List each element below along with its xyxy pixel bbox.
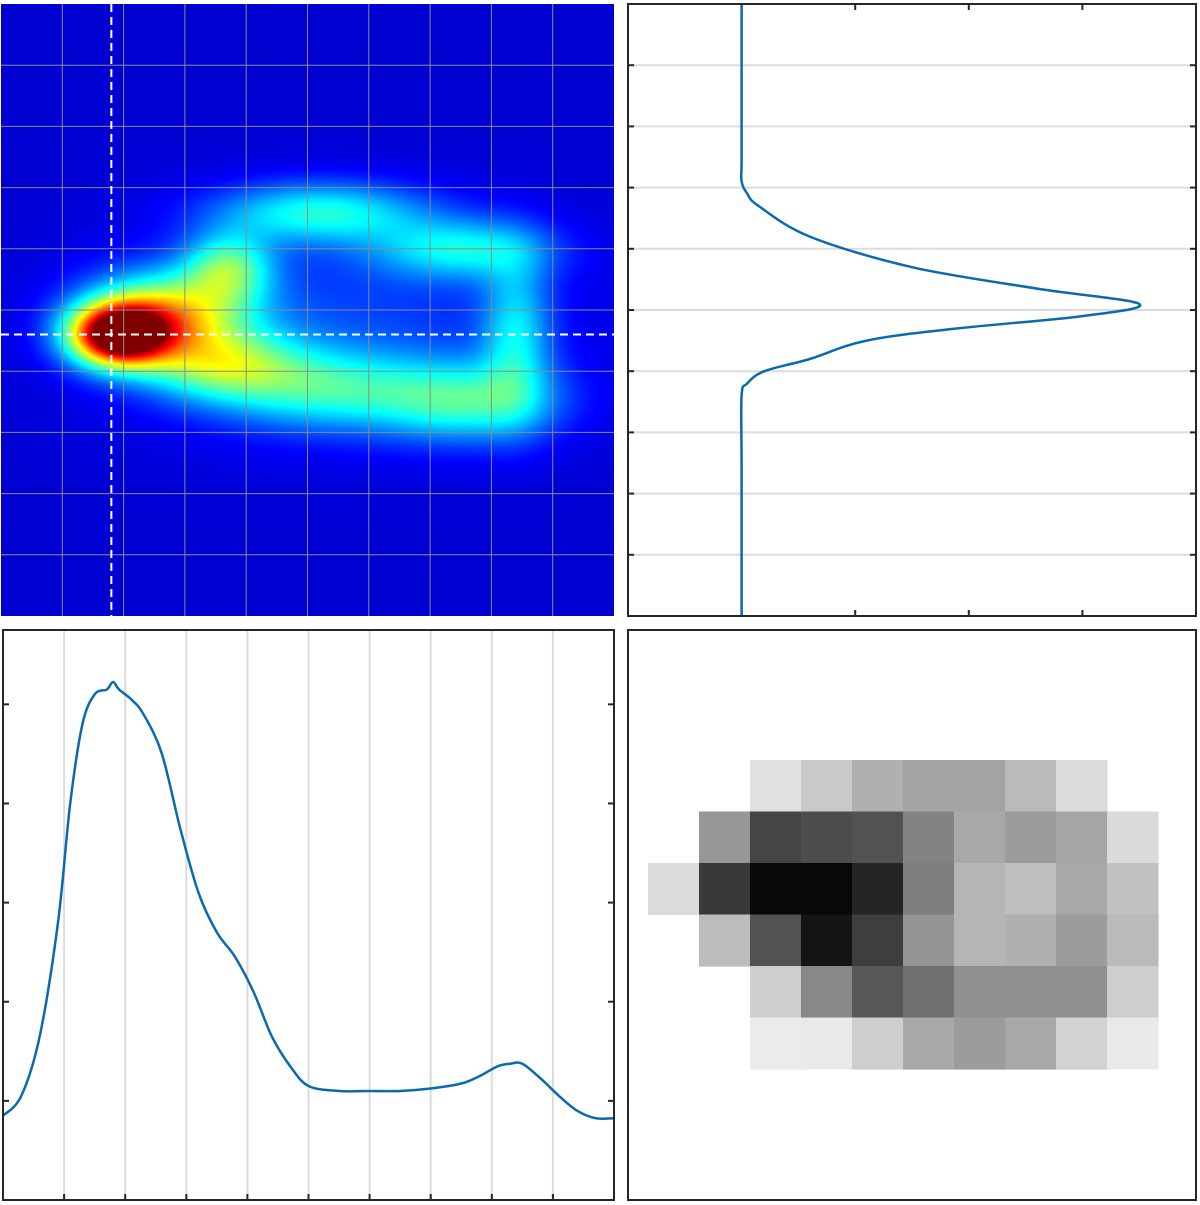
pixel-cell: [903, 863, 955, 916]
vprofile-frame: [627, 3, 1197, 617]
pixel-cell: [750, 760, 802, 813]
pixel-cell: [1056, 966, 1108, 1019]
pixel-cell: [852, 914, 904, 967]
pixel-cell: [903, 966, 955, 1019]
pixel-image-panel: [627, 629, 1197, 1201]
pixel-cell: [1005, 863, 1057, 916]
pixel-cell: [648, 863, 700, 916]
pixel-cell: [1005, 811, 1057, 864]
pixel-cell: [954, 760, 1006, 813]
hprofile-frame: [2, 629, 615, 1201]
pixel-cell: [699, 811, 751, 864]
pixel-cell: [1056, 811, 1108, 864]
heatmap-panel: [1, 4, 614, 616]
pixel-cell: [750, 1017, 802, 1070]
pixel-cell: [801, 914, 853, 967]
pixel-cell: [1056, 760, 1108, 813]
hprofile-line: [2, 680, 615, 1121]
vertical-profile-panel: [627, 3, 1197, 617]
pixel-cell: [801, 760, 853, 813]
pixel-cell: [750, 914, 802, 967]
pixel-cell: [750, 811, 802, 864]
pixel-cell: [852, 863, 904, 916]
pixel-cell: [903, 914, 955, 967]
pixel-cell: [954, 811, 1006, 864]
pixel-cell: [1107, 811, 1159, 864]
pixel-cell: [801, 863, 853, 916]
pixel-cell: [852, 966, 904, 1019]
pixel-cell: [852, 811, 904, 864]
pixel-cell: [852, 1017, 904, 1070]
pixel-cell: [903, 1017, 955, 1070]
pixel-cell: [1056, 1017, 1108, 1070]
pixel-cell: [954, 914, 1006, 967]
pixel-cell: [1107, 966, 1159, 1019]
pixel-cell: [954, 863, 1006, 916]
pixel-cell: [1056, 863, 1108, 916]
pixel-cell: [750, 966, 802, 1019]
pixel-cell: [750, 863, 802, 916]
vprofile-line: [739, 4, 1142, 616]
pixel-cell: [699, 863, 751, 916]
pixel-cell: [903, 760, 955, 813]
pixel-cell: [801, 811, 853, 864]
pixel-cell: [1107, 1017, 1159, 1070]
pixel-cell: [852, 760, 904, 813]
pixel-cell: [1005, 1017, 1057, 1070]
pixel-cell: [1005, 760, 1057, 813]
pixel-cell: [1107, 863, 1159, 916]
pixel-cell: [1056, 914, 1108, 967]
pixel-cell: [954, 966, 1006, 1019]
pixel-cell: [954, 1017, 1006, 1070]
pixel-cell: [801, 1017, 853, 1070]
horizontal-profile-panel: [2, 629, 615, 1201]
pixel-frame: [627, 629, 1197, 1201]
pixel-cell: [903, 811, 955, 864]
pixel-cell: [1005, 966, 1057, 1019]
pixel-cell: [1107, 914, 1159, 967]
pixel-cell: [699, 914, 751, 967]
pixel-cell: [1005, 914, 1057, 967]
pixel-cell: [801, 966, 853, 1019]
